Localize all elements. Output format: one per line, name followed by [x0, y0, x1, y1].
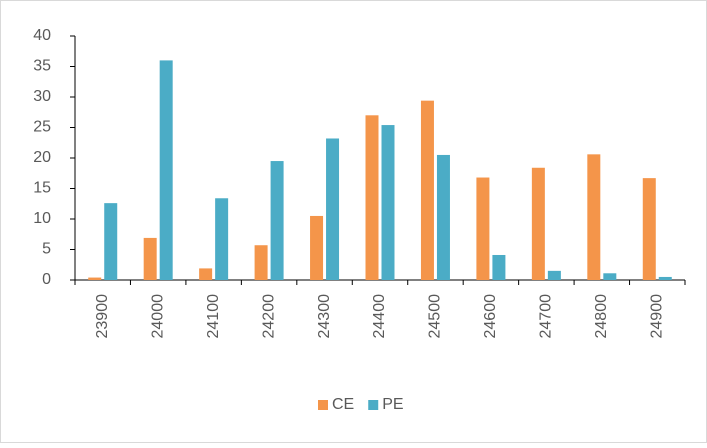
y-tick-label: 0: [42, 271, 51, 288]
bar: [381, 125, 395, 280]
y-tick-label: 40: [33, 27, 51, 44]
y-tick-label: 5: [42, 241, 51, 258]
x-tick-label: 24400: [371, 294, 388, 339]
bar: [365, 115, 379, 280]
bar: [254, 245, 268, 280]
x-tick-label: 24100: [205, 294, 222, 339]
bar: [215, 198, 229, 280]
legend-label: PE: [382, 396, 403, 413]
bar: [531, 167, 545, 280]
y-tick-label: 10: [33, 210, 51, 227]
y-tick-label: 30: [33, 88, 51, 105]
legend-swatch: [368, 400, 379, 410]
bar: [159, 60, 173, 281]
bar: [587, 154, 601, 280]
bar: [270, 161, 284, 280]
x-tick-label: 23900: [94, 294, 111, 339]
y-tick-label: 25: [33, 119, 51, 136]
bar: [143, 237, 157, 280]
bar: [476, 177, 490, 280]
y-tick-label: 35: [33, 58, 51, 75]
bar: [199, 268, 213, 280]
legend-swatch: [318, 400, 328, 410]
bar: [310, 215, 324, 280]
bar: [88, 277, 102, 280]
x-tick-label: 24500: [427, 294, 444, 339]
x-tick-label: 24900: [648, 294, 665, 339]
x-tick-label: 24300: [316, 294, 333, 339]
bar: [642, 178, 656, 280]
bar: [603, 273, 617, 280]
bar: [420, 100, 434, 280]
bar: [547, 270, 561, 280]
bar: [658, 276, 672, 280]
bar: [436, 154, 450, 280]
x-tick-label: 24200: [260, 294, 277, 339]
bar: [104, 203, 118, 280]
legend-label: CE: [332, 396, 354, 413]
x-tick-label: 24800: [593, 294, 610, 339]
x-tick-label: 24000: [149, 294, 166, 339]
bar: [492, 254, 506, 280]
y-tick-label: 15: [33, 180, 51, 197]
x-tick-label: 24700: [538, 294, 555, 339]
x-tick-label: 24600: [482, 294, 499, 339]
y-tick-label: 20: [33, 149, 51, 166]
bar: [326, 138, 340, 280]
